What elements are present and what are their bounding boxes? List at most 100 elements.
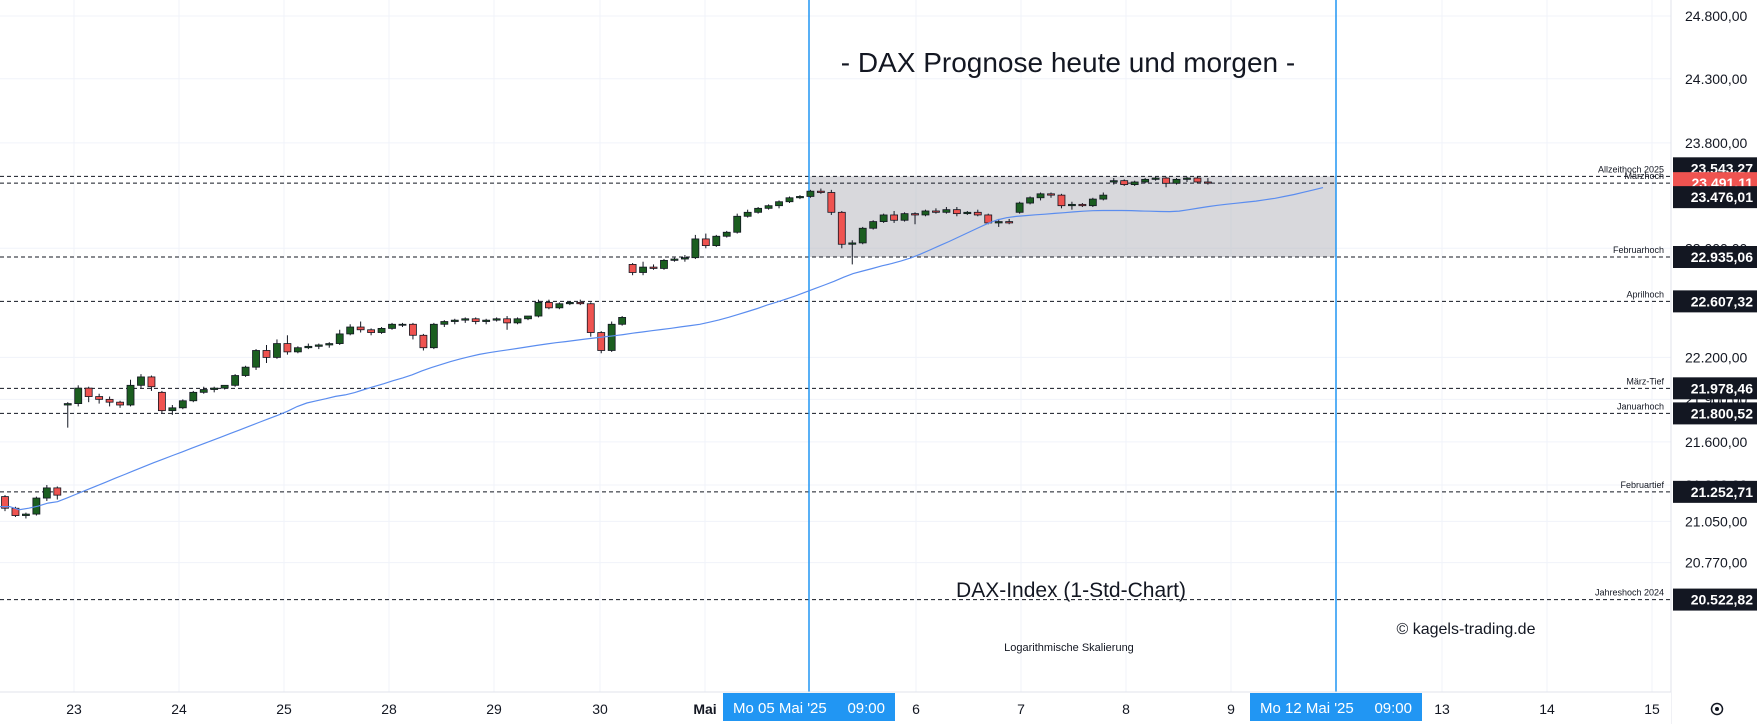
time-axis-ticks: 23 24 25 28 29 30 Mai 6 7 8 9 13 14 15 [66, 701, 1660, 717]
candle [178, 399, 187, 410]
candle [900, 212, 909, 222]
support-resistance-lines [0, 175, 1671, 601]
candle [116, 400, 124, 408]
candle [168, 404, 177, 415]
price-badge-label: 21.800,52 [1691, 405, 1753, 421]
price-badge [1673, 588, 1757, 611]
candle [1015, 201, 1024, 214]
candle [848, 240, 857, 265]
horizontal-gridlines [0, 15, 1671, 564]
candle [743, 209, 752, 218]
candle [1005, 218, 1014, 225]
candle [1141, 178, 1150, 184]
price-badge [1673, 480, 1757, 503]
candle [1026, 196, 1034, 205]
candle [220, 384, 229, 390]
candle [681, 254, 689, 262]
candle [304, 343, 313, 350]
time-tick-label: 25 [276, 701, 292, 717]
candle [1088, 197, 1097, 208]
candle [890, 210, 898, 223]
candle [513, 317, 522, 325]
crosshair-date-label: Mo 05 Mai '25 [733, 700, 827, 717]
price-tick-label: 20.770,00 [1685, 555, 1747, 571]
candles [1, 176, 1212, 519]
candle [879, 213, 888, 223]
candle [806, 189, 815, 198]
level-name: Februarhoch [1613, 245, 1664, 255]
candle [461, 317, 470, 323]
price-badge-label: 21.978,46 [1691, 380, 1753, 396]
price-badge [1673, 377, 1757, 400]
candle [1183, 176, 1191, 182]
level-name: Jahreshoch 2024 [1595, 588, 1664, 598]
candle [346, 324, 355, 336]
consolidation-range-box [810, 176, 1336, 258]
price-badge-label: 22.607,32 [1691, 293, 1753, 309]
candle [565, 301, 574, 306]
candle [994, 218, 1003, 227]
candle [858, 226, 867, 245]
time-tick-label: 23 [66, 701, 82, 717]
crosshair-time-badge [1250, 693, 1422, 721]
candle [105, 396, 114, 407]
crosshair-time-labels: Mo 05 Mai '25 09:00 Mo 12 Mai '25 09:00 [723, 693, 1422, 721]
candle [1036, 192, 1045, 201]
candle [973, 209, 982, 217]
price-tick-label: 24.300,00 [1685, 71, 1747, 87]
candle [754, 207, 763, 214]
candle [618, 316, 627, 326]
time-tick-label: 9 [1227, 701, 1235, 717]
candle [628, 263, 637, 276]
candle [1151, 176, 1160, 181]
candle [942, 207, 951, 214]
candle [1, 495, 9, 512]
price-tick-label: 22.200,00 [1685, 349, 1747, 365]
candle [837, 210, 846, 249]
candle [231, 374, 240, 387]
candle [963, 210, 972, 215]
price-badge [1673, 186, 1757, 209]
candle [869, 220, 878, 230]
candle [775, 200, 783, 209]
time-tick-label: 28 [381, 701, 397, 717]
candle [42, 485, 51, 501]
level-name: Märzhoch [1624, 171, 1664, 181]
candle [74, 385, 83, 407]
candle [63, 402, 72, 428]
level-name: Januarhoch [1617, 401, 1664, 411]
moving-average-line [0, 187, 1324, 511]
candle [1078, 203, 1087, 208]
candle [597, 331, 606, 354]
candle [1057, 193, 1066, 209]
candle [691, 234, 700, 260]
price-badge [1673, 290, 1757, 313]
candle [450, 318, 459, 325]
candle [189, 390, 198, 403]
crosshair-time-value: 09:00 [847, 700, 885, 717]
candle [796, 195, 804, 200]
candle [639, 261, 647, 276]
settings-gear-icon[interactable] [1710, 702, 1724, 716]
candle [335, 329, 344, 345]
time-tick-label: 13 [1434, 701, 1450, 717]
candle [1099, 192, 1108, 201]
candle [126, 379, 135, 407]
candle [356, 321, 365, 333]
candle [283, 335, 292, 355]
time-tick-label: 30 [592, 701, 608, 717]
time-tick-label: 6 [912, 701, 920, 717]
candle [273, 339, 281, 359]
price-badge-label: 21.252,71 [1691, 484, 1753, 500]
candle [670, 257, 679, 262]
level-name: Allzeithoch 2025 [1598, 164, 1664, 174]
candle [210, 386, 219, 393]
candle [733, 213, 742, 234]
candle [827, 189, 836, 215]
candle [314, 343, 323, 350]
time-tick-label: 29 [486, 701, 502, 717]
candle [1120, 179, 1129, 186]
candle [199, 386, 208, 394]
crosshair-date-label: Mo 12 Mai '25 [1260, 700, 1354, 717]
